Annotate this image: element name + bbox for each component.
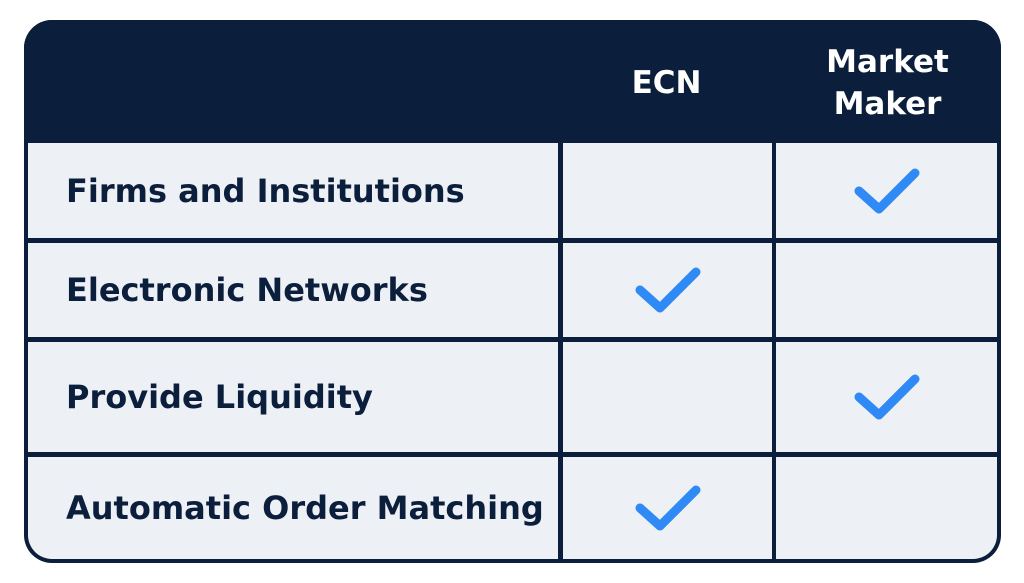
row-2-market-maker-cell [776,243,997,337]
check-icon [854,168,919,213]
check-icon [635,485,700,531]
comparison-table: ECN Market Maker Firms and Institutions … [24,20,1001,563]
row-4-ecn-cell [563,457,772,559]
column-header-ecn: ECN [631,65,702,101]
row-3-ecn-cell [563,342,772,452]
row-1-market-maker-cell [776,143,997,238]
row-label: Provide Liquidity [66,378,373,416]
row-2-ecn-cell [563,243,772,337]
row-1-label-cell: Firms and Institutions [28,143,558,238]
check-icon [854,374,919,420]
row-label: Firms and Institutions [66,171,465,210]
row-label: Electronic Networks [66,271,428,309]
check-icon [635,267,700,313]
row-3-label-cell: Provide Liquidity [28,342,558,452]
row-4-market-maker-cell [776,457,997,559]
column-header-market-maker: Market Maker [826,44,949,122]
row-1-ecn-cell [563,143,772,238]
row-2-label-cell: Electronic Networks [28,243,558,337]
table-header: ECN Market Maker [24,20,1001,141]
row-4-label-cell: Automatic Order Matching [28,457,558,559]
row-3-market-maker-cell [776,342,997,452]
row-label: Automatic Order Matching [66,489,544,527]
